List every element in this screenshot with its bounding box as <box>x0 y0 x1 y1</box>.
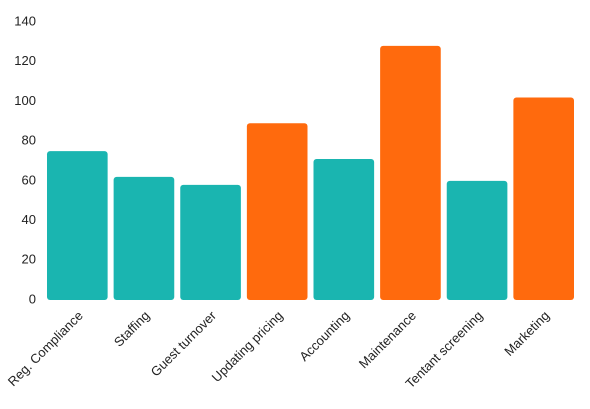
bar <box>446 180 508 300</box>
y-tick-label: 40 <box>22 212 36 227</box>
x-tick-label: Updating pricing <box>209 308 286 385</box>
y-tick-label: 140 <box>14 13 36 28</box>
bar <box>246 123 308 301</box>
x-tick-label: Staffing <box>111 308 153 350</box>
bar <box>513 97 575 300</box>
x-tick-label: Maintenance <box>356 308 419 371</box>
y-tick-label: 100 <box>14 93 36 108</box>
y-tick-label: 80 <box>22 133 36 148</box>
bar <box>113 176 175 300</box>
x-tick-label: Marketing <box>501 308 552 359</box>
bar <box>180 184 241 300</box>
y-tick-label: 120 <box>14 53 36 68</box>
x-tick-label: Accounting <box>296 308 352 364</box>
y-tick-label: 0 <box>29 291 36 306</box>
y-tick-label: 20 <box>22 252 36 267</box>
x-tick-label: Guest turnover <box>148 307 220 379</box>
x-tick-label: Reg. Compliance <box>5 308 86 389</box>
bar <box>46 151 108 300</box>
bar <box>313 159 375 300</box>
y-tick-label: 60 <box>22 172 36 187</box>
bar <box>380 45 441 301</box>
